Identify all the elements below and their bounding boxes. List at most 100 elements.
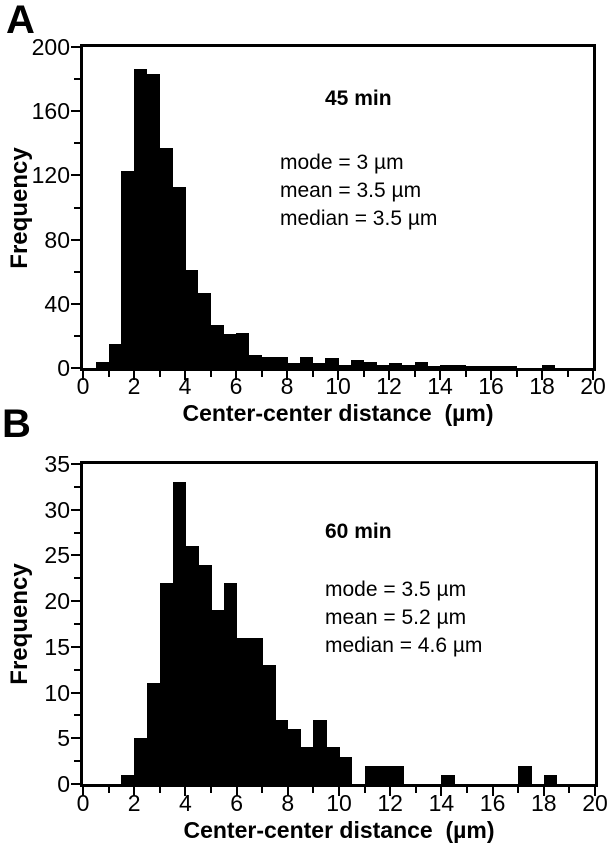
histogram-bar — [121, 170, 135, 368]
panel-b-x-axis-title: Center-center distance (µm) — [183, 817, 495, 843]
histogram-bar — [185, 270, 199, 368]
panel-b-condition-label: 60 min — [325, 520, 392, 543]
y-minor-tick — [74, 577, 80, 580]
x-minor-tick — [466, 787, 468, 793]
y-tick-label: 30 — [44, 496, 70, 523]
panel-b-stat-median: median = 4.6 µm — [325, 634, 483, 657]
x-minor-tick — [261, 787, 264, 793]
x-minor-tick — [209, 371, 212, 377]
y-tick-label: 80 — [44, 226, 70, 253]
x-minor-tick — [515, 371, 518, 377]
panel-b-stat-mode: mode = 3.5 µm — [325, 578, 467, 601]
panel-b-histogram — [83, 464, 595, 784]
y-tick-label: 120 — [31, 162, 70, 189]
histogram-bar — [427, 366, 441, 368]
histogram-bar — [312, 363, 326, 368]
x-tick-label: 20 — [582, 790, 608, 816]
panel-a-plot-frame — [80, 44, 596, 371]
histogram-bar — [390, 765, 404, 784]
panel-a-condition-label: 45 min — [325, 87, 392, 110]
histogram-bar — [465, 366, 479, 368]
x-tick-label: 0 — [76, 373, 90, 399]
y-tick-label: 5 — [57, 725, 70, 752]
x-tick-label: 4 — [178, 790, 192, 816]
x-tick-label: 4 — [178, 373, 192, 399]
histogram-bar — [134, 69, 148, 368]
histogram-bar — [211, 610, 225, 784]
panel-a-stat-mode: mode = 3 µm — [280, 151, 404, 174]
x-major-tick — [286, 787, 289, 796]
histogram-bar — [325, 358, 339, 368]
histogram-bar — [197, 292, 212, 368]
x-tick-label: 10 — [326, 790, 352, 816]
histogram-bar — [364, 765, 378, 784]
y-major-tick — [71, 46, 80, 48]
x-tick-label: 16 — [478, 373, 504, 399]
histogram-bar — [249, 637, 263, 784]
y-major-tick — [71, 367, 80, 369]
histogram-bar — [299, 356, 314, 368]
x-minor-tick — [413, 371, 416, 377]
y-major-tick — [71, 174, 80, 177]
histogram-bar — [440, 364, 454, 368]
x-major-tick — [286, 371, 288, 380]
histogram-bar — [338, 364, 352, 368]
x-tick-label: 10 — [325, 373, 351, 399]
y-minor-tick — [74, 760, 80, 763]
histogram-bar — [503, 366, 518, 368]
x-tick-label: 2 — [127, 790, 141, 816]
histogram-bar — [542, 364, 556, 368]
histogram-bar — [478, 366, 492, 368]
y-tick-label: 15 — [44, 633, 70, 660]
histogram-bar — [147, 683, 161, 784]
panel-b-letter: B — [2, 402, 31, 446]
x-major-tick — [235, 371, 237, 380]
histogram-bar — [350, 359, 365, 368]
histogram-bar — [185, 546, 199, 784]
y-minor-tick — [74, 334, 80, 337]
y-minor-tick — [74, 142, 80, 145]
y-major-tick — [71, 691, 80, 694]
histogram-bar — [262, 665, 276, 784]
x-minor-tick — [414, 787, 417, 793]
x-minor-tick — [464, 371, 467, 377]
x-major-tick — [440, 787, 443, 796]
y-major-tick — [71, 508, 80, 511]
histogram-bar — [414, 361, 428, 368]
y-tick-label: 0 — [57, 771, 70, 797]
x-tick-label: 20 — [580, 373, 606, 399]
panel-b-stat-mean: mean = 5.2 µm — [325, 606, 467, 629]
x-major-tick — [337, 371, 339, 380]
histogram-bar — [210, 324, 224, 368]
y-minor-tick — [74, 623, 80, 625]
histogram-bar — [172, 482, 186, 784]
y-tick-label: 35 — [44, 451, 70, 477]
panel-a-stat-median: median = 3.5 µm — [280, 207, 438, 230]
y-major-tick — [71, 600, 80, 603]
panel-b-stats: mode = 3.5 µm mean = 5.2 µm median = 4.6… — [325, 576, 482, 660]
histogram-bar — [172, 186, 186, 368]
x-minor-tick — [107, 371, 110, 377]
histogram-bar — [121, 774, 135, 784]
histogram-bar — [452, 364, 467, 368]
y-tick-label: 40 — [44, 290, 70, 317]
x-major-tick — [491, 787, 494, 796]
histogram-bar — [491, 366, 505, 368]
panel-a-stats: mode = 3 µm mean = 3.5 µm median = 3.5 µ… — [280, 149, 437, 233]
histogram-bar — [313, 720, 327, 784]
histogram-bar — [198, 564, 212, 784]
x-major-tick — [133, 371, 135, 380]
histogram-bar — [223, 582, 238, 784]
histogram-bar — [287, 729, 302, 784]
x-tick-label: 8 — [280, 373, 294, 399]
x-major-tick — [541, 371, 543, 380]
y-major-tick — [71, 110, 80, 113]
panel-a-histogram — [83, 47, 593, 368]
y-major-tick — [71, 554, 80, 557]
x-tick-label: 14 — [427, 373, 453, 399]
y-tick-label: 200 — [31, 34, 70, 60]
panel-b-y-axis-title: Frequency — [6, 563, 33, 685]
x-major-tick — [82, 787, 84, 796]
x-major-tick — [439, 371, 441, 380]
